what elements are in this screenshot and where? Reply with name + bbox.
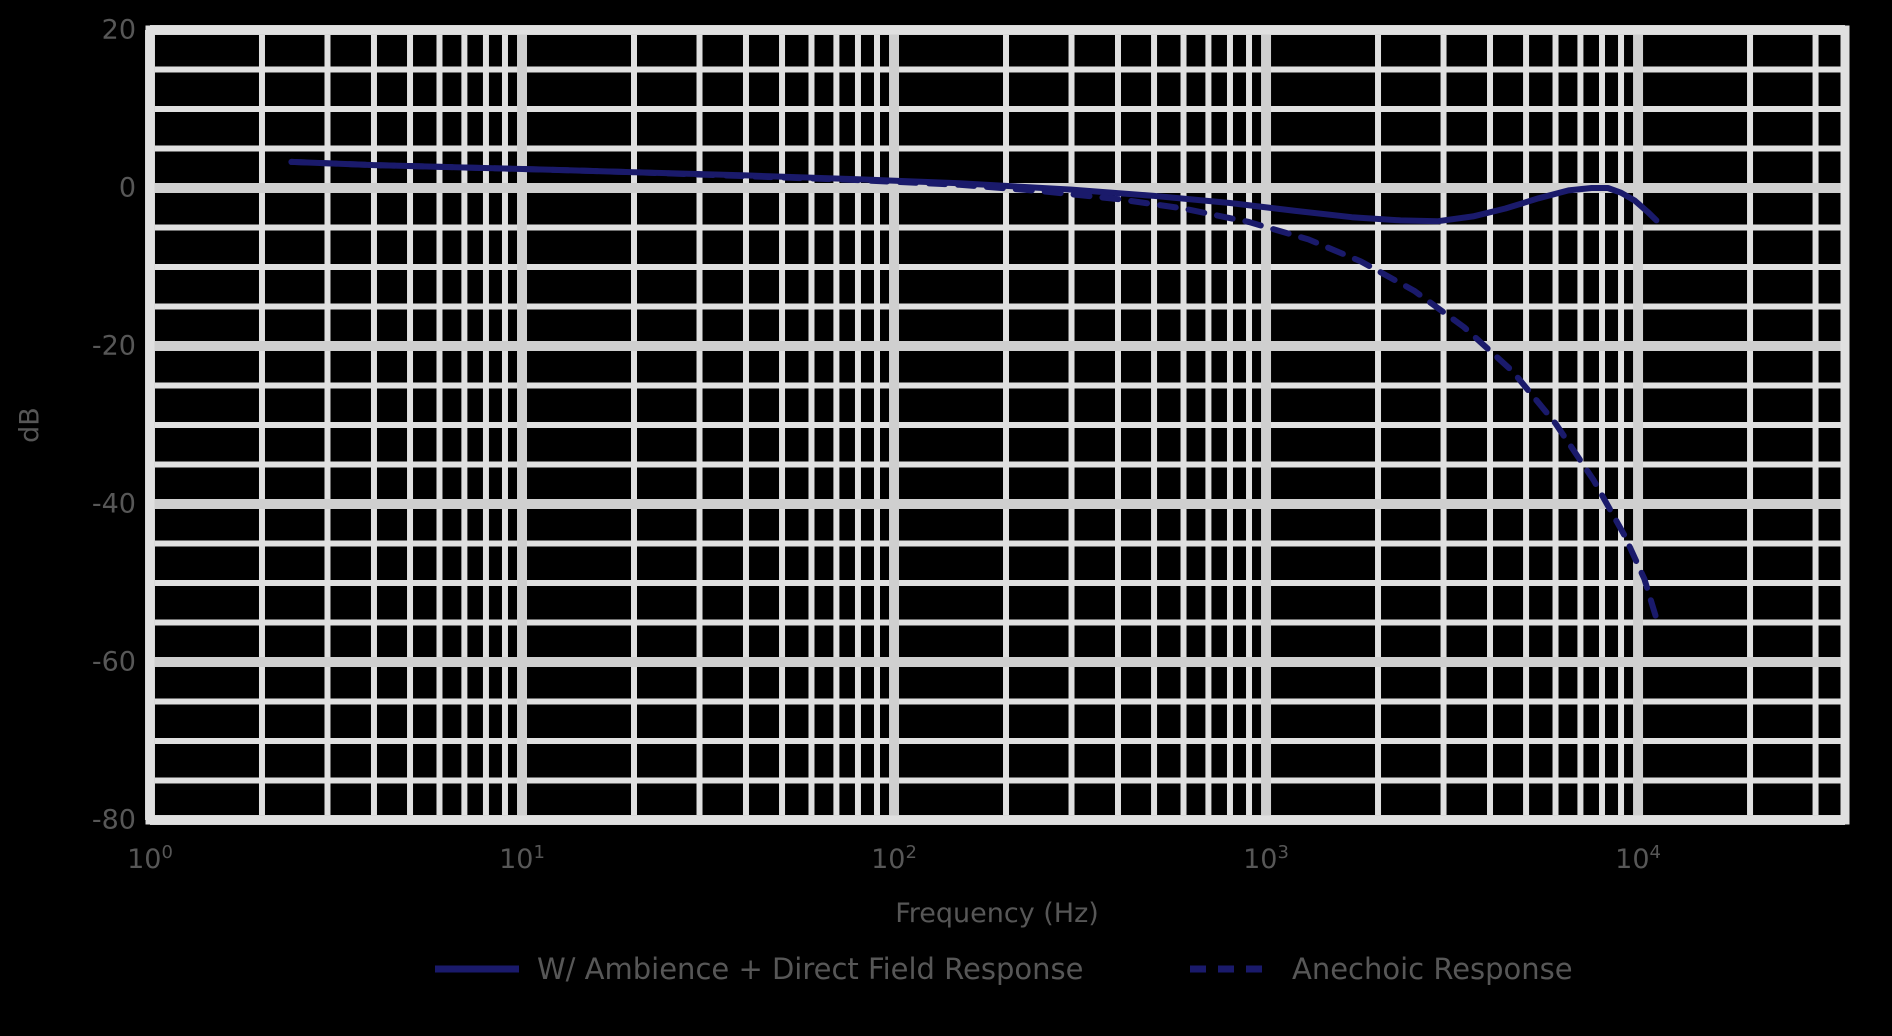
y-axis-title: dB <box>14 407 46 443</box>
y-tick-label: -20 <box>91 330 136 362</box>
x-tick-label: 101 <box>499 842 545 875</box>
x-tick-label: 102 <box>871 842 917 875</box>
curve-ambience-direct-field-response <box>288 158 1660 225</box>
curve-anechoic-response <box>288 158 1660 622</box>
x-tick-label: 104 <box>1615 842 1661 875</box>
x-axis-title: Frequency (Hz) <box>895 898 1099 929</box>
y-tick-label: -80 <box>91 804 136 836</box>
dashed-line-swatch <box>1190 965 1274 973</box>
legend-entry-anechoic: Anechoic Response <box>1188 942 1573 996</box>
legend-label-anechoic: Anechoic Response <box>1292 952 1573 986</box>
legend: W/ Ambience + Direct Field Response Anec… <box>0 942 1892 996</box>
y-tick-label: -40 <box>91 488 136 520</box>
y-tick-label: 0 <box>118 172 136 204</box>
legend-entry-ambience: W/ Ambience + Direct Field Response <box>433 942 1083 996</box>
plot-border <box>145 25 1850 825</box>
x-tick-label: 100 <box>127 842 173 875</box>
legend-label-ambience: W/ Ambience + Direct Field Response <box>537 952 1084 986</box>
solid-line-swatch <box>435 965 519 973</box>
y-tick-label: 20 <box>101 14 136 46</box>
y-tick-label: -60 <box>91 646 136 678</box>
x-tick-label: 103 <box>1243 842 1289 875</box>
